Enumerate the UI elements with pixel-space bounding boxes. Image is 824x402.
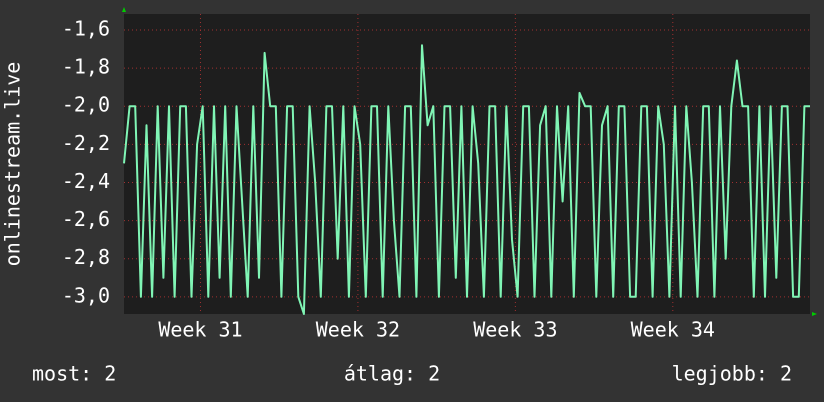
y-axis-label: onlinestream.live xyxy=(1,62,25,267)
stat: átlag: 2 xyxy=(344,362,440,386)
y-tick-label: -2,4 xyxy=(62,169,110,193)
x-tick-label: Week 31 xyxy=(158,318,242,342)
axis-arrow xyxy=(122,7,126,12)
stat: most: 2 xyxy=(32,362,116,386)
x-tick-label: Week 34 xyxy=(631,318,715,342)
y-tick-label: -2,8 xyxy=(62,245,110,269)
y-tick-label: -3,0 xyxy=(62,283,110,307)
y-tick-label: -2,6 xyxy=(62,207,110,231)
y-tick-label: -1,6 xyxy=(62,17,110,41)
x-tick-label: Week 33 xyxy=(473,318,557,342)
stat: legjobb: 2 xyxy=(672,362,792,386)
y-tick-label: -2,2 xyxy=(62,131,110,155)
axis-arrow xyxy=(812,312,817,316)
y-tick-label: -1,8 xyxy=(62,55,110,79)
x-tick-label: Week 32 xyxy=(316,318,400,342)
y-tick-label: -2,0 xyxy=(62,93,110,117)
data-line xyxy=(123,44,810,315)
